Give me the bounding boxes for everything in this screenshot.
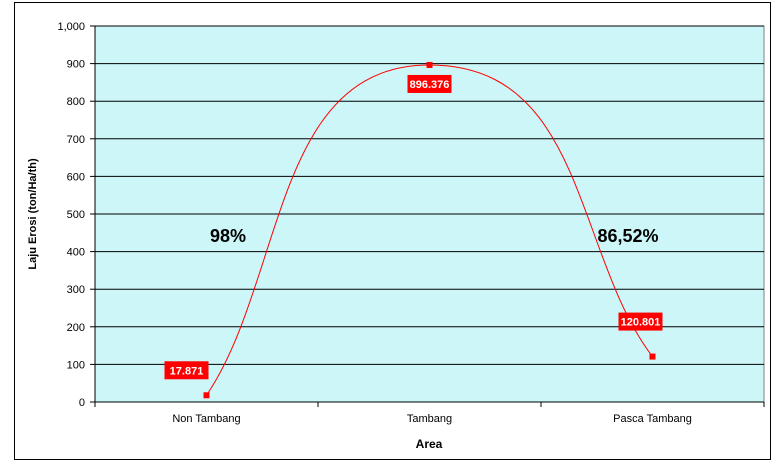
y-tick-label: 0 bbox=[79, 397, 85, 409]
data-point-marker bbox=[649, 353, 656, 360]
data-points: 17.871 896.376 120.801 bbox=[164, 61, 663, 399]
data-point-marker bbox=[426, 61, 433, 68]
data-label: 896.376 bbox=[410, 79, 450, 91]
y-tick-label: 1,000 bbox=[57, 21, 85, 33]
data-label-box bbox=[618, 312, 663, 331]
y-tick-label: 700 bbox=[67, 134, 85, 146]
y-tick-label: 100 bbox=[67, 359, 85, 371]
data-label: 120.801 bbox=[621, 317, 661, 329]
y-tick-label: 200 bbox=[67, 322, 85, 334]
annotation-right: 86,52% bbox=[597, 226, 658, 246]
x-tick-labels: Non Tambang Tambang Pasca Tambang bbox=[94, 402, 765, 425]
y-axis-title: Laju Erosi (ton/Ha/th) bbox=[27, 158, 39, 270]
y-tick-label: 500 bbox=[67, 209, 85, 221]
x-tick-label: Pasca Tambang bbox=[613, 413, 692, 425]
annotation-left: 98% bbox=[210, 226, 246, 246]
x-axis-title: Area bbox=[416, 437, 443, 451]
data-label-box bbox=[407, 74, 452, 93]
x-tick-label: Non Tambang bbox=[172, 413, 240, 425]
y-tick-label: 600 bbox=[67, 171, 85, 183]
y-tick-labels: 0 100 200 300 400 500 600 700 800 900 1,000 bbox=[57, 21, 85, 409]
data-label-box bbox=[164, 361, 209, 380]
y-tick-label: 800 bbox=[67, 96, 85, 108]
y-tick-label: 300 bbox=[67, 284, 85, 296]
y-tick-label: 900 bbox=[67, 59, 85, 71]
data-label: 17.871 bbox=[170, 365, 204, 377]
x-tick-label: Tambang bbox=[407, 413, 452, 425]
y-tick-label: 400 bbox=[67, 247, 85, 259]
data-point-marker bbox=[203, 392, 210, 399]
